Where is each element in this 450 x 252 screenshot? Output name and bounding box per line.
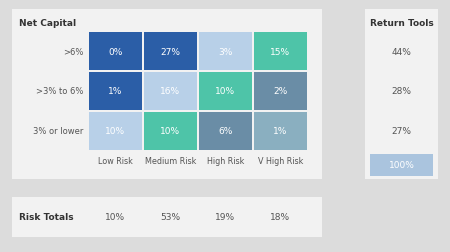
Bar <box>254 73 307 111</box>
Bar <box>254 113 307 150</box>
Text: 6%: 6% <box>218 127 233 136</box>
Text: 2%: 2% <box>274 87 288 96</box>
Text: 10%: 10% <box>105 127 126 136</box>
Text: >3% to 6%: >3% to 6% <box>36 87 83 96</box>
Text: 16%: 16% <box>161 87 180 96</box>
Text: High Risk: High Risk <box>207 157 244 166</box>
Text: 3%: 3% <box>218 47 233 56</box>
Text: 0%: 0% <box>108 47 123 56</box>
Text: 1%: 1% <box>273 127 288 136</box>
Text: Medium Risk: Medium Risk <box>145 157 196 166</box>
Bar <box>89 33 142 71</box>
Text: 27%: 27% <box>161 47 180 56</box>
Bar <box>144 113 197 150</box>
Bar <box>199 73 252 111</box>
Bar <box>370 154 433 176</box>
Text: 10%: 10% <box>161 127 180 136</box>
Text: 44%: 44% <box>392 47 411 56</box>
Text: 53%: 53% <box>161 213 180 222</box>
Text: Low Risk: Low Risk <box>98 157 133 166</box>
Text: 18%: 18% <box>270 213 291 222</box>
Text: Risk Totals: Risk Totals <box>19 213 74 222</box>
Text: >6%: >6% <box>63 47 83 56</box>
Bar <box>144 73 197 111</box>
Text: 10%: 10% <box>105 213 126 222</box>
Bar <box>89 73 142 111</box>
Bar <box>89 113 142 150</box>
Bar <box>254 33 307 71</box>
Text: 28%: 28% <box>392 87 411 96</box>
Text: 27%: 27% <box>392 127 411 136</box>
Text: 19%: 19% <box>216 213 235 222</box>
Text: 10%: 10% <box>216 87 235 96</box>
Text: Net Capital: Net Capital <box>19 18 76 27</box>
Text: 1%: 1% <box>108 87 123 96</box>
Bar <box>199 113 252 150</box>
Text: V High Risk: V High Risk <box>258 157 303 166</box>
Text: 3% or lower: 3% or lower <box>32 127 83 136</box>
FancyBboxPatch shape <box>12 10 322 179</box>
Text: Return Tools: Return Tools <box>369 18 433 27</box>
FancyBboxPatch shape <box>12 197 322 237</box>
Bar <box>199 33 252 71</box>
Text: 15%: 15% <box>270 47 291 56</box>
Bar <box>144 33 197 71</box>
FancyBboxPatch shape <box>365 10 438 179</box>
Text: 100%: 100% <box>388 161 414 170</box>
